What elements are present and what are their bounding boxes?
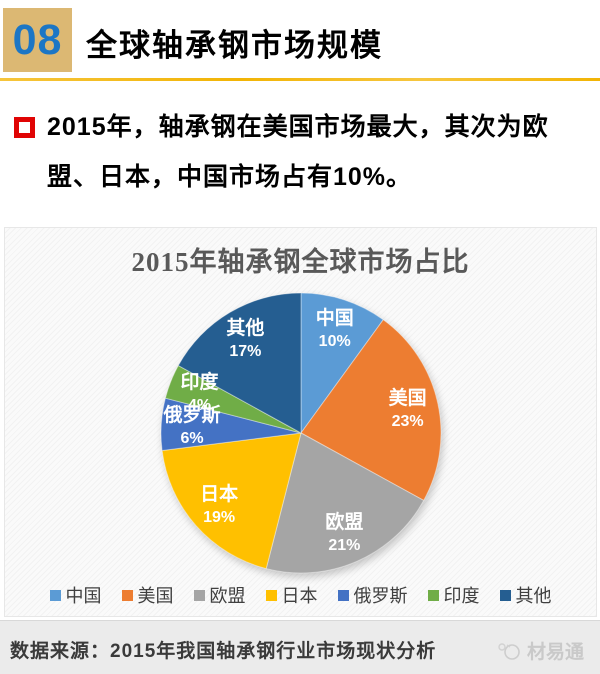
legend-item-3: 欧盟: [193, 582, 246, 608]
legend-swatch-icon: [427, 589, 439, 601]
pie-slice-label: 日本: [200, 482, 238, 505]
pie-slice-label: 欧盟: [325, 510, 363, 533]
page-title: 全球轴承钢市场规模: [86, 28, 383, 63]
gold-divider: [0, 78, 600, 81]
legend-item-2: 美国: [121, 582, 174, 608]
legend-swatch-icon: [193, 589, 205, 601]
legend-label: 印度: [443, 586, 480, 606]
legend-item-5: 俄罗斯: [337, 582, 408, 608]
brand-name: 材易通: [526, 642, 584, 663]
pie-slice-percent: 4%: [188, 397, 211, 414]
pie-slice-6: [164, 364, 302, 434]
pie-slice-percent: 21%: [328, 537, 360, 554]
legend-swatch-icon: [49, 589, 61, 601]
legend-swatch-icon: [499, 589, 511, 601]
pie-slice-3: [265, 432, 425, 574]
pie-slice-label: 其他: [226, 316, 264, 339]
bullet-text: 2015年，轴承钢在美国市场最大，其次为欧 盟、日本，中国市场占有10%。: [47, 102, 592, 202]
bullet-square-icon: [14, 117, 35, 138]
legend-item-6: 印度: [427, 582, 480, 608]
legend-swatch-icon: [121, 589, 133, 601]
legend-swatch-icon: [337, 589, 349, 601]
chart-panel: 2015年轴承钢全球市场占比 中国 10% 美国 23% 欧盟 21% 日本 19% 俄罗斯 6%…: [4, 227, 597, 617]
legend-item-7: 其他: [499, 582, 552, 608]
pie-slice-percent: 23%: [392, 413, 424, 430]
pie-slice-label: 俄罗斯: [162, 403, 220, 426]
pie-slice-percent: 6%: [180, 430, 203, 447]
legend-label: 中国: [65, 586, 102, 606]
legend-label: 美国: [137, 586, 174, 606]
pie-slice-7: [177, 292, 302, 434]
legend-label: 其他: [515, 586, 552, 606]
bullet-text-line-1: 2015年，轴承钢在美国市场最大，其次为欧: [47, 113, 549, 141]
legend-label: 俄罗斯: [353, 586, 408, 606]
pie-slice-percent: 10%: [319, 333, 351, 350]
pie-slice-label: 美国: [389, 386, 427, 409]
legend-label: 日本: [281, 586, 318, 606]
legend-item-1: 中国: [49, 582, 102, 608]
pie-slice-5: [160, 397, 302, 452]
watermark: 材易通: [496, 637, 584, 664]
slide-number-badge: 08: [3, 8, 72, 72]
pie-slice-label: 印度: [180, 370, 219, 393]
chart-legend: 中国 美国 欧盟 日本 俄罗斯 印度 其他: [5, 582, 596, 608]
footer: 数据来源：2015年我国轴承钢行业市场现状分析 材易通: [0, 620, 600, 674]
legend-swatch-icon: [265, 589, 277, 601]
pie-slice-1: [300, 292, 384, 435]
data-source-text: 数据来源：2015年我国轴承钢行业市场现状分析: [10, 641, 437, 662]
legend-item-4: 日本: [265, 582, 318, 608]
pie-slice-2: [300, 319, 442, 502]
legend-label: 欧盟: [209, 586, 246, 606]
bullet-text-line-2: 盟、日本，中国市场占有10%。: [47, 163, 413, 191]
pie-slice-percent: 19%: [203, 509, 235, 526]
pie-slice-label: 中国: [316, 306, 354, 329]
pie-slice-percent: 17%: [229, 343, 261, 360]
brand-logo-icon: [498, 642, 520, 660]
pie-slice-4: [161, 432, 302, 570]
chart-title: 2015年轴承钢全球市场占比: [131, 247, 470, 277]
pie-chart: 中国 10% 美国 23% 欧盟 21% 日本 19% 俄罗斯 6% 印度 4% 其他 17%: [160, 292, 442, 574]
